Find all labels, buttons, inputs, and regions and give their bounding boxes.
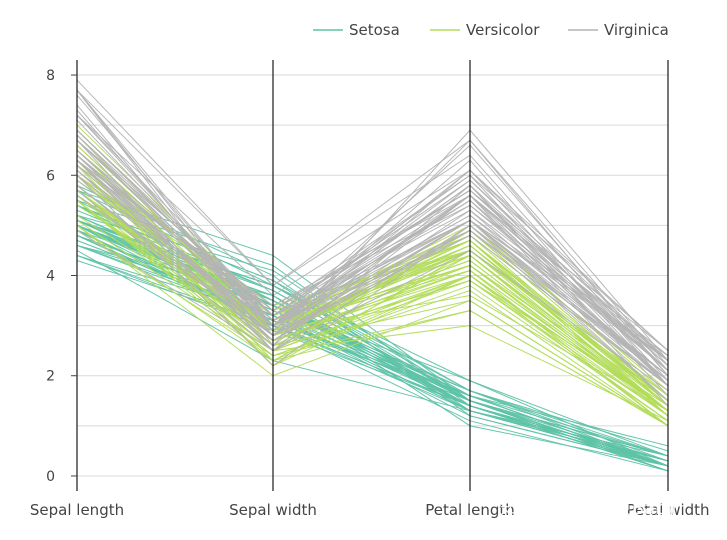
series-line-virginica (76, 174, 669, 402)
legend-label-setosa: Setosa (349, 21, 400, 39)
series-line-virginica (76, 184, 669, 382)
axis-label-1: Sepal length (30, 501, 124, 519)
axis-label-2: Sepal width (229, 501, 317, 519)
y-tick-label: 0 (46, 469, 55, 485)
legend-label-versicolor: Versicolor (466, 21, 540, 39)
legend-label-virginica: Virginica (604, 21, 669, 39)
watermark-text: 知乎 @小狗贝贝Baby (500, 498, 678, 519)
series-line-virginica (76, 149, 669, 377)
y-tick-label: 4 (46, 269, 55, 285)
series-line-virginica (76, 139, 669, 352)
data-lines (76, 79, 669, 472)
y-tick-label: 6 (46, 168, 55, 184)
series-virginica (76, 79, 669, 407)
series-line-virginica (76, 154, 669, 367)
series-line-virginica (76, 179, 669, 387)
series-line-virginica (76, 139, 669, 357)
y-tick-label: 2 (46, 369, 55, 385)
series-line-virginica (76, 89, 669, 377)
y-ticks: 0 2 4 6 8 (46, 68, 77, 485)
series-line-virginica (76, 229, 669, 392)
legend: Setosa Versicolor Virginica (313, 21, 669, 39)
series-line-virginica (76, 89, 669, 367)
series-line-virginica (76, 164, 669, 362)
series-line-versicolor (76, 199, 669, 412)
series-line-versicolor (76, 199, 669, 427)
axis-labels: Sepal length Sepal width Petal length Petal… (30, 501, 710, 519)
axis-label-3: Petal length (425, 501, 515, 519)
y-tick-label: 8 (46, 68, 55, 84)
axis-label-4: Petal width (626, 501, 709, 519)
series-line-versicolor (76, 224, 669, 427)
axes (76, 60, 669, 491)
series-line-versicolor (76, 219, 669, 422)
series-line-virginica (76, 114, 669, 352)
